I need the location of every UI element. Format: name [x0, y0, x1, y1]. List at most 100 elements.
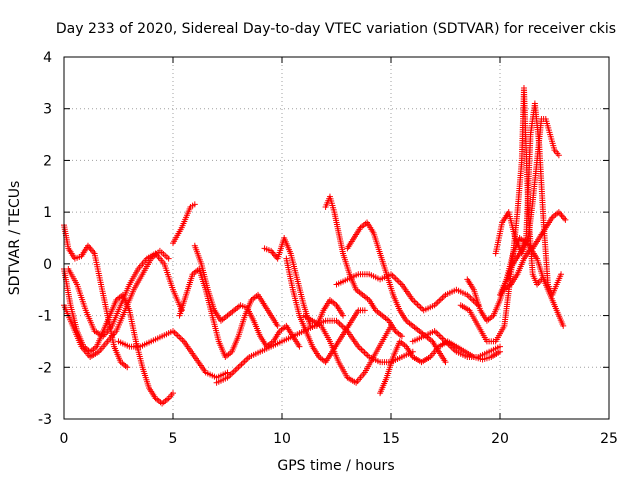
data-point: [361, 307, 368, 314]
data-point: [439, 294, 446, 301]
data-point: [411, 298, 418, 305]
data-point: [558, 271, 565, 278]
data-series: [115, 328, 231, 381]
data-marks: [61, 85, 569, 407]
x-tick-label: 20: [491, 431, 509, 447]
y-tick-label: 2: [43, 153, 52, 169]
data-point: [394, 277, 401, 284]
data-point: [467, 294, 474, 301]
y-tick-label: -2: [38, 360, 52, 376]
y-axis-label: SDTVAR / TECUs: [7, 181, 23, 296]
data-point: [124, 364, 131, 371]
data-point: [240, 359, 247, 366]
data-point: [557, 210, 564, 217]
data-point: [272, 252, 279, 259]
data-point: [236, 362, 243, 369]
data-point: [336, 320, 343, 327]
data-point: [358, 346, 365, 353]
data-point: [274, 322, 281, 329]
y-tick-label: 1: [43, 205, 52, 221]
data-point: [230, 368, 237, 375]
data-point: [497, 343, 503, 350]
data-point: [412, 300, 419, 307]
data-point: [338, 322, 345, 329]
data-point: [437, 296, 444, 303]
plot-frame: [63, 56, 610, 420]
y-tick-label: -1: [38, 309, 52, 325]
x-tick-label: 15: [382, 431, 400, 447]
data-point: [391, 274, 398, 281]
data-point: [229, 370, 236, 377]
data-point: [243, 356, 250, 363]
data-point: [434, 331, 441, 338]
data-series: [497, 100, 565, 298]
data-point: [395, 278, 402, 285]
data-point: [173, 331, 180, 338]
x-tick-label: 10: [273, 431, 291, 447]
data-point: [238, 361, 245, 368]
data-point: [397, 280, 404, 287]
data-series: [409, 328, 503, 360]
data-point: [174, 332, 181, 339]
data-point: [177, 335, 184, 342]
data-series: [322, 193, 405, 340]
data-point: [171, 329, 178, 336]
data-point: [335, 319, 342, 326]
x-tick-label: 0: [60, 431, 69, 447]
data-point: [433, 329, 440, 336]
data-point: [235, 364, 242, 371]
data-point: [434, 299, 441, 306]
data-point: [165, 255, 172, 262]
data-point: [356, 345, 363, 352]
data-point: [176, 333, 183, 340]
data-point: [359, 348, 366, 355]
data-point: [87, 245, 94, 252]
data-series: [170, 201, 198, 247]
data-point: [241, 358, 248, 365]
data-point: [417, 304, 424, 311]
data-point: [436, 332, 443, 339]
data-point: [392, 275, 399, 282]
data-point: [559, 213, 566, 220]
data-point: [170, 390, 176, 397]
data-point: [437, 333, 444, 340]
data-series: [191, 242, 303, 350]
data-series: [501, 245, 567, 329]
data-point: [224, 369, 231, 376]
data-point: [468, 296, 475, 303]
data-point: [442, 359, 449, 366]
data-point: [88, 247, 95, 254]
data-point: [561, 215, 568, 222]
data-point: [361, 349, 368, 356]
y-tick-label: 0: [43, 257, 52, 273]
data-point: [398, 333, 405, 340]
data-point: [562, 216, 569, 223]
data-point: [560, 322, 567, 329]
y-tick-label: 3: [43, 102, 52, 118]
axis-ticks: 0 5 10 15 20 25 -3 -2 -1 0 1 2 3 4: [38, 50, 618, 447]
data-point: [232, 367, 239, 374]
data-series: [333, 271, 482, 314]
data-point: [497, 348, 503, 355]
x-axis-label: GPS time / hours: [277, 458, 394, 474]
data-point: [179, 336, 186, 343]
data-point: [363, 350, 370, 357]
y-tick-label: -3: [38, 412, 52, 428]
data-series: [65, 250, 185, 340]
data-point: [296, 343, 303, 350]
data-point: [340, 312, 347, 319]
data-point: [414, 301, 421, 308]
data-point: [436, 297, 443, 304]
data-point: [233, 365, 240, 372]
data-point: [555, 152, 562, 159]
x-tick-label: 25: [600, 431, 618, 447]
chart-title: Day 233 of 2020, Sidereal Day-to-day VTE…: [56, 21, 616, 37]
data-series: [300, 312, 394, 386]
y-tick-label: 4: [43, 50, 52, 66]
data-point: [416, 302, 423, 309]
x-tick-label: 5: [169, 431, 178, 447]
data-series: [61, 247, 172, 360]
data-point: [191, 201, 198, 208]
data-point: [389, 272, 396, 279]
